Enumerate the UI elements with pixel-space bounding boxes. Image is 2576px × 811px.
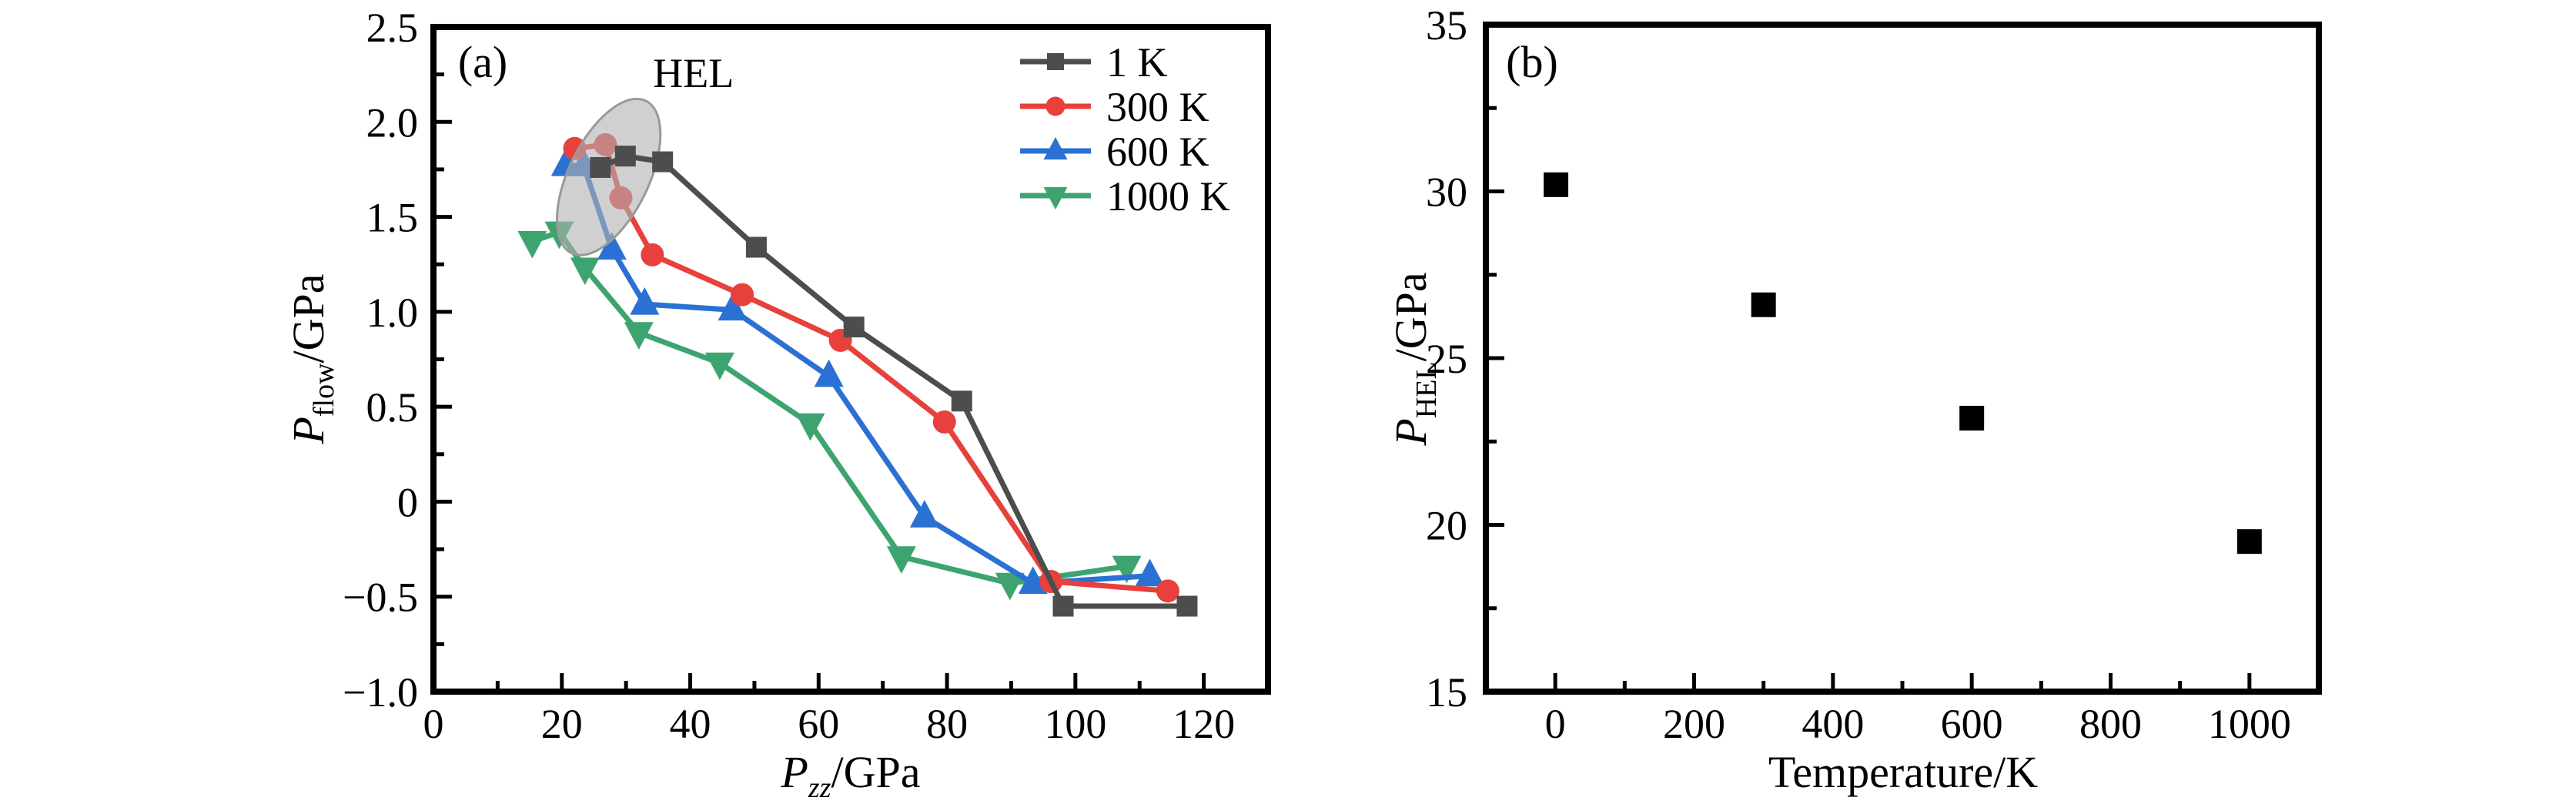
data-point bbox=[1135, 558, 1165, 587]
data-point bbox=[570, 257, 600, 286]
series-line bbox=[531, 229, 1128, 587]
x-tick-label: 20 bbox=[541, 701, 583, 747]
legend-label: 300 K bbox=[1106, 84, 1209, 130]
legend-marker bbox=[1045, 96, 1066, 116]
data-point bbox=[1052, 595, 1074, 617]
data-point bbox=[745, 236, 767, 258]
data-point bbox=[597, 232, 627, 260]
panel-b: 0 200 400 600 800 1000 35 30 25 20 15 Temperature/K… bbox=[1386, 2, 2322, 797]
data-point bbox=[630, 287, 660, 315]
x-tick-label: 40 bbox=[670, 701, 711, 747]
data-point bbox=[718, 293, 748, 321]
data-point bbox=[590, 156, 611, 178]
data-point bbox=[641, 243, 664, 266]
data-point bbox=[704, 352, 734, 380]
data-point bbox=[1751, 292, 1776, 317]
panel-a-axes: 0 20 40 60 80 100 120 2.5 2.0 1.5 1.0 0.5 0 −0.5 −1.0 bbox=[343, 5, 1271, 747]
y-tick-label: 1.0 bbox=[366, 290, 419, 336]
x-tick-label: 0 bbox=[423, 701, 444, 747]
series-p_hel bbox=[1544, 172, 2262, 555]
axes-frame bbox=[1483, 22, 2322, 695]
data-point bbox=[814, 359, 844, 387]
series-1000-k bbox=[517, 221, 1142, 601]
legend-label: 600 K bbox=[1106, 129, 1209, 175]
data-point bbox=[614, 146, 636, 167]
y-tick-label: −0.5 bbox=[343, 575, 418, 621]
data-point bbox=[909, 500, 939, 528]
data-point bbox=[624, 322, 654, 350]
data-point bbox=[1156, 579, 1179, 603]
legend-item-300-k: 300 K bbox=[1020, 84, 1209, 130]
panel-b-axes: 0 200 400 600 800 1000 35 30 25 20 15 bbox=[1426, 2, 2322, 747]
series-line bbox=[574, 142, 1169, 594]
x-tick-label: 200 bbox=[1663, 701, 1725, 747]
x-tick-label: 100 bbox=[1044, 701, 1106, 747]
legend-marker bbox=[1043, 137, 1068, 160]
legend-marker bbox=[1043, 186, 1068, 209]
data-point bbox=[886, 546, 916, 574]
data-point bbox=[1112, 555, 1142, 584]
data-point bbox=[795, 413, 825, 441]
panel-b-label: (b) bbox=[1506, 37, 1558, 87]
panel-a: 0 20 40 60 80 100 120 2.5 2.0 1.5 1.0 0.5 0 −0.5 −1.0 P… bbox=[283, 5, 1271, 804]
hel-label: HEL bbox=[653, 50, 734, 96]
data-point bbox=[1959, 405, 1985, 431]
data-point bbox=[995, 572, 1025, 601]
data-point bbox=[1176, 595, 1198, 617]
legend-label: 1 K bbox=[1106, 39, 1168, 85]
series-line bbox=[565, 163, 1150, 587]
y-tick-label: 15 bbox=[1426, 669, 1467, 715]
panel-a-label: (a) bbox=[458, 37, 507, 87]
data-point bbox=[1018, 566, 1048, 595]
y-tick-label: 2.5 bbox=[366, 5, 419, 51]
series-1-k bbox=[590, 146, 1198, 617]
series-600-k bbox=[550, 148, 1165, 595]
panel-a-x-axis-title: Pzz/GPa bbox=[780, 747, 920, 804]
legend-item-600-k: 600 K bbox=[1020, 129, 1209, 175]
x-tick-label: 1000 bbox=[2208, 701, 2291, 747]
data-point bbox=[731, 283, 754, 307]
panel-b-x-axis-title: Temperature/K bbox=[1768, 747, 2038, 797]
data-point bbox=[843, 317, 865, 338]
y-tick-label: −1.0 bbox=[343, 669, 418, 715]
legend-item-1-k: 1 K bbox=[1020, 39, 1168, 85]
y-tick-label: 30 bbox=[1426, 169, 1467, 216]
y-tick-label: 0 bbox=[397, 479, 418, 525]
series-300-k bbox=[563, 132, 1179, 603]
legend-marker bbox=[1047, 53, 1064, 70]
y-tick-label: 1.5 bbox=[366, 195, 419, 241]
data-point bbox=[932, 410, 956, 434]
y-tick-label: 35 bbox=[1426, 2, 1467, 49]
x-tick-label: 120 bbox=[1173, 701, 1235, 747]
legend-item-1000-k: 1000 K bbox=[1020, 173, 1230, 220]
legend-label: 1000 K bbox=[1106, 173, 1230, 220]
x-tick-label: 80 bbox=[926, 701, 968, 747]
data-point bbox=[1544, 172, 1569, 197]
y-tick-label: 20 bbox=[1426, 503, 1467, 549]
data-point bbox=[951, 390, 972, 412]
y-tick-label: 25 bbox=[1426, 336, 1467, 382]
x-tick-label: 400 bbox=[1802, 701, 1864, 747]
x-tick-label: 60 bbox=[798, 701, 839, 747]
panel-b-y-axis-title: PHEL/GPa bbox=[1386, 272, 1443, 446]
x-tick-label: 800 bbox=[2079, 701, 2142, 747]
data-point bbox=[2236, 529, 2262, 555]
data-point bbox=[652, 151, 674, 173]
y-tick-label: 0.5 bbox=[366, 384, 419, 431]
x-tick-label: 600 bbox=[1941, 701, 2003, 747]
data-point bbox=[517, 230, 547, 259]
panel-a-y-axis-title: Pflow/GPa bbox=[283, 273, 340, 444]
x-tick-label: 0 bbox=[1545, 701, 1566, 747]
y-tick-label: 2.0 bbox=[366, 99, 419, 146]
